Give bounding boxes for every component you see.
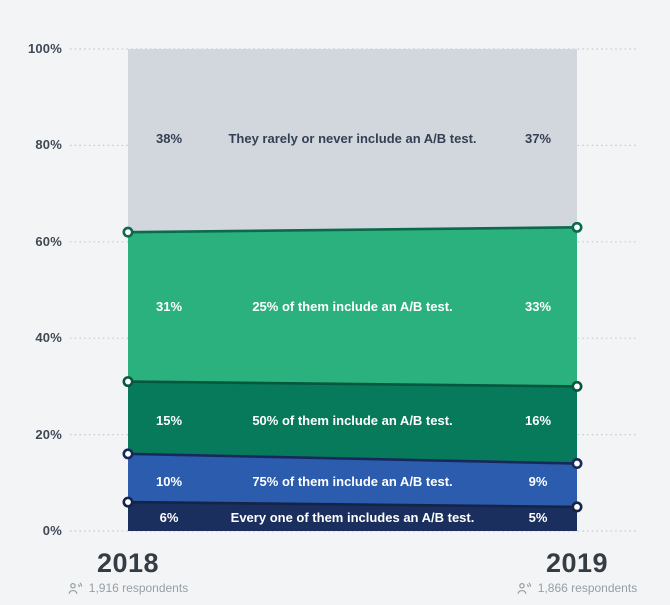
band-description: 25% of them include an A/B test. bbox=[252, 298, 453, 314]
respondents-left: 1,916 respondents bbox=[18, 581, 238, 595]
people-icon bbox=[517, 582, 531, 594]
y-tick-40: 40% bbox=[35, 330, 62, 346]
node-dot bbox=[571, 221, 583, 233]
band-boundary-line bbox=[127, 452, 578, 465]
node-dot bbox=[571, 458, 583, 470]
band-pct-right: 37% bbox=[524, 131, 552, 147]
band-description: 75% of them include an A/B test. bbox=[252, 473, 453, 489]
band-pct-right: 9% bbox=[528, 473, 548, 489]
band-boundary-line bbox=[127, 226, 578, 234]
respondents-right: 1,866 respondents bbox=[467, 581, 670, 595]
node-dot bbox=[122, 496, 134, 508]
band-area bbox=[128, 381, 577, 464]
band-pct-left: 31% bbox=[155, 298, 183, 314]
node-dot bbox=[122, 376, 134, 388]
band-label-row: 10% 75% of them include an A/B test. 9% bbox=[128, 473, 577, 491]
band-pct-left: 15% bbox=[155, 413, 183, 429]
band-description: 50% of them include an A/B test. bbox=[252, 413, 453, 429]
people-icon bbox=[68, 582, 82, 594]
x-axis-group-2018: 2018 1,916 respondents bbox=[18, 548, 238, 595]
node-dot bbox=[571, 501, 583, 513]
band-label-row: 15% 50% of them include an A/B test. 16% bbox=[128, 412, 577, 430]
node-dot bbox=[122, 448, 134, 460]
band-label-row: 6% Every one of them includes an A/B test… bbox=[128, 509, 577, 527]
band-boundary-line bbox=[127, 380, 578, 388]
respondents-left-label: 1,916 respondents bbox=[88, 581, 189, 595]
y-tick-80: 80% bbox=[35, 137, 62, 153]
x-axis-label-2019: 2019 bbox=[545, 548, 609, 578]
band-description: Every one of them includes an A/B test. bbox=[230, 509, 475, 525]
band-area bbox=[128, 453, 577, 507]
band-description: They rarely or never include an A/B test… bbox=[228, 131, 477, 147]
y-tick-20: 20% bbox=[35, 426, 62, 442]
x-axis-label-2018: 2018 bbox=[96, 548, 160, 578]
respondents-right-label: 1,866 respondents bbox=[537, 581, 638, 595]
band-pct-right: 33% bbox=[524, 298, 552, 314]
band-area bbox=[128, 502, 577, 531]
band-area bbox=[128, 227, 577, 387]
band-pct-right: 5% bbox=[528, 509, 548, 525]
band-pct-right: 16% bbox=[524, 413, 552, 429]
band-pct-left: 10% bbox=[155, 473, 183, 489]
band-pct-left: 38% bbox=[155, 131, 183, 147]
band-label-row: 31% 25% of them include an A/B test. 33% bbox=[128, 298, 577, 316]
band-label-row: 38% They rarely or never include an A/B t… bbox=[128, 130, 577, 148]
node-dot bbox=[122, 226, 134, 238]
y-tick-0: 0% bbox=[42, 523, 62, 538]
y-tick-100: 100% bbox=[27, 41, 62, 56]
y-tick-60: 60% bbox=[35, 233, 62, 249]
x-axis-group-2019: 2019 1,866 respondents bbox=[467, 548, 670, 595]
band-area bbox=[128, 49, 577, 233]
band-pct-left: 6% bbox=[159, 509, 179, 525]
node-dot bbox=[571, 380, 583, 392]
band-boundary-line bbox=[127, 500, 578, 509]
